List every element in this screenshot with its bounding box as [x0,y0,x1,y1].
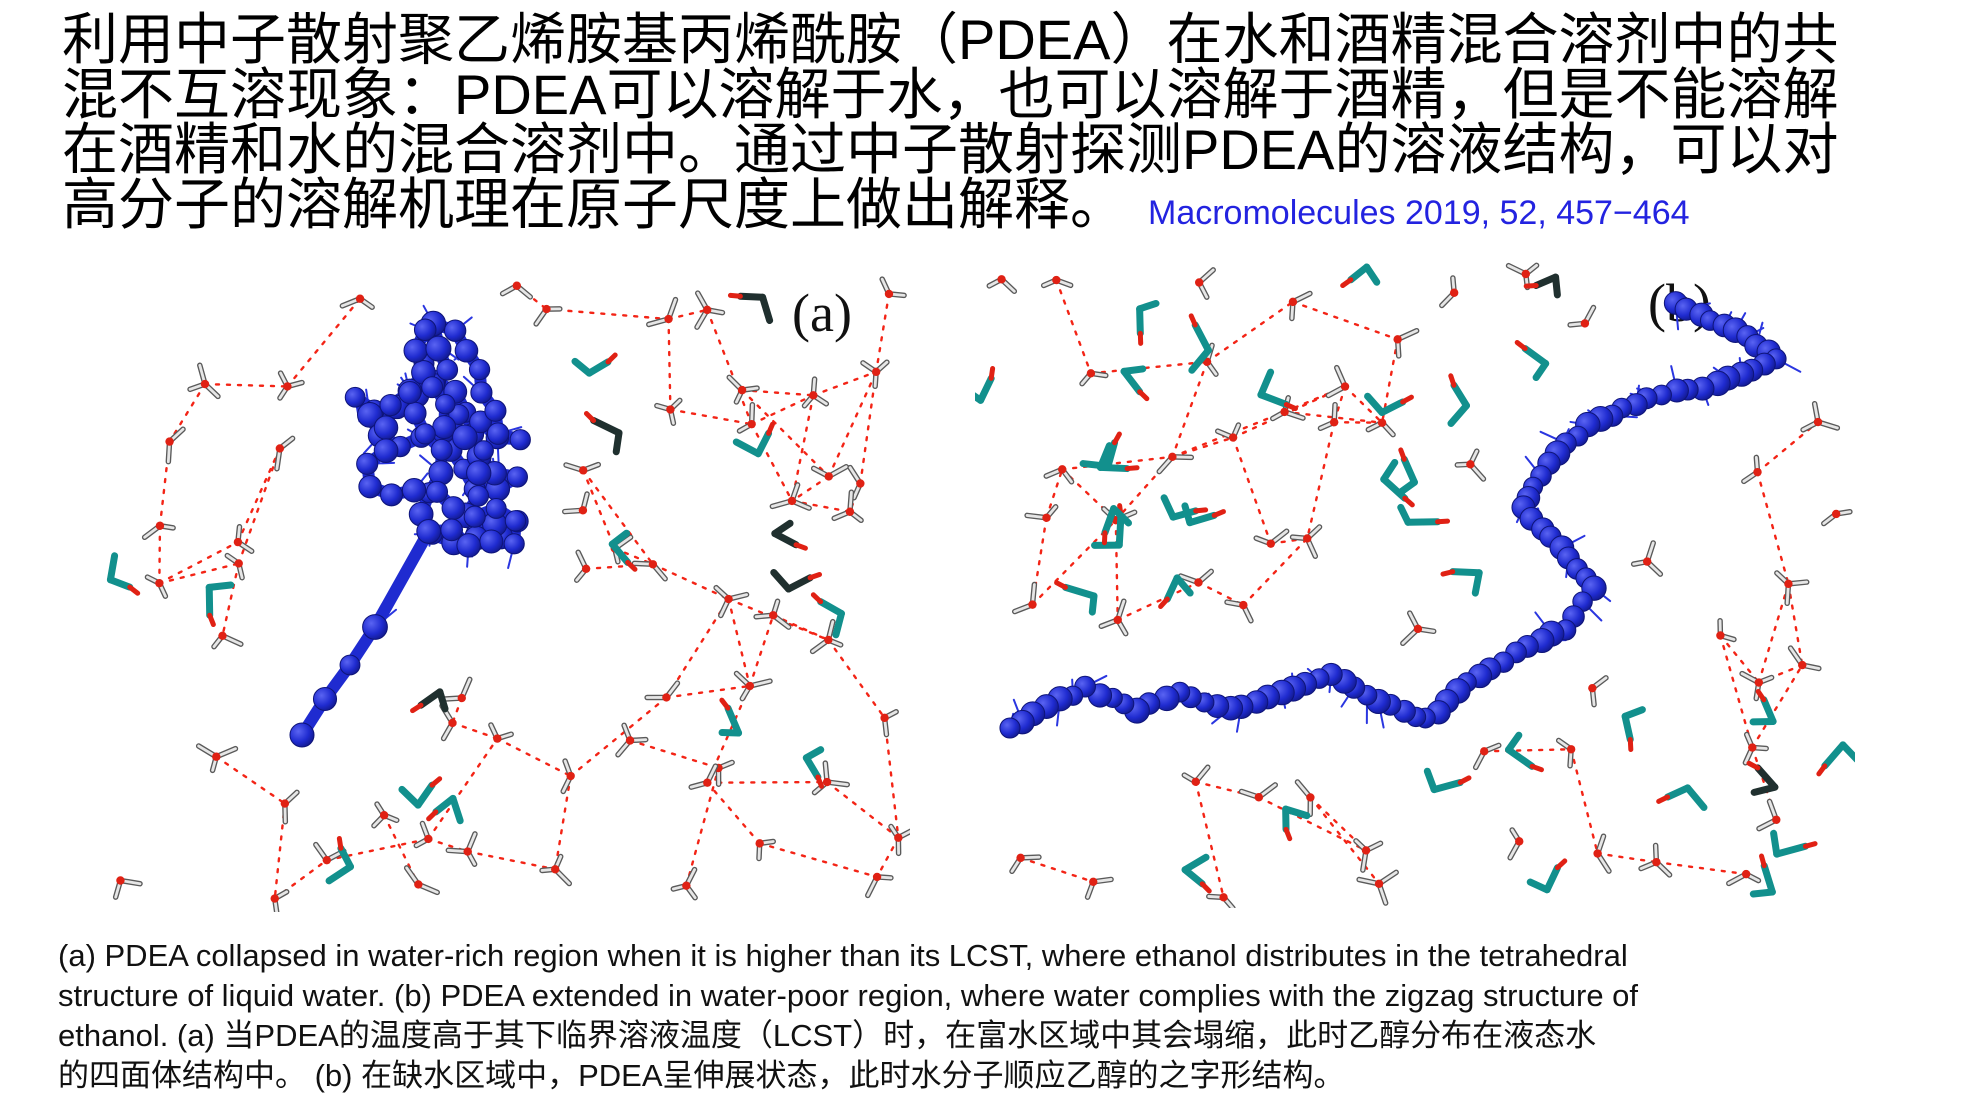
header-line: 高分子的溶解机理在原子尺度上做出解释。 Macromolecules 2019, … [62,177,1952,233]
header-line-text: 高分子的溶解机理在原子尺度上做出解释。 [62,173,1126,236]
header-paragraph: 利用中子散射聚乙烯胺基丙烯酰胺（PDEA）在水和酒精混合溶剂中的共 混不互溶现象… [62,8,1952,233]
header-line: 利用中子散射聚乙烯胺基丙烯酰胺（PDEA）在水和酒精混合溶剂中的共 [62,8,1839,71]
caption-line: (a) PDEA collapsed in water-rich region … [58,938,1628,973]
panel-a-label: (a) [792,283,852,343]
caption-line: 的四面体结构中。 (b) 在缺水区域中，PDEA呈伸展状态，此时水分子顺应乙醇的… [58,1058,1345,1093]
caption-line: ethanol. (a) 当PDEA的温度高于其下临界溶液温度（LCST）时，在… [58,1018,1597,1053]
caption-line: structure of liquid water. (b) PDEA exte… [58,978,1639,1013]
header-line: 混不互溶现象：PDEA可以溶解于水，也可以溶解于酒精，但是不能溶解 [62,63,1839,126]
panel-b-image [975,262,1855,908]
header-line: 在酒精和水的混合溶剂中。通过中子散射探测PDEA的溶液结构，可以对 [62,118,1839,181]
panel-a-image [106,276,910,912]
figure-caption: (a) PDEA collapsed in water-rich region … [58,936,1938,1096]
citation-link[interactable]: Macromolecules 2019, 52, 457−464 [1148,194,1690,232]
